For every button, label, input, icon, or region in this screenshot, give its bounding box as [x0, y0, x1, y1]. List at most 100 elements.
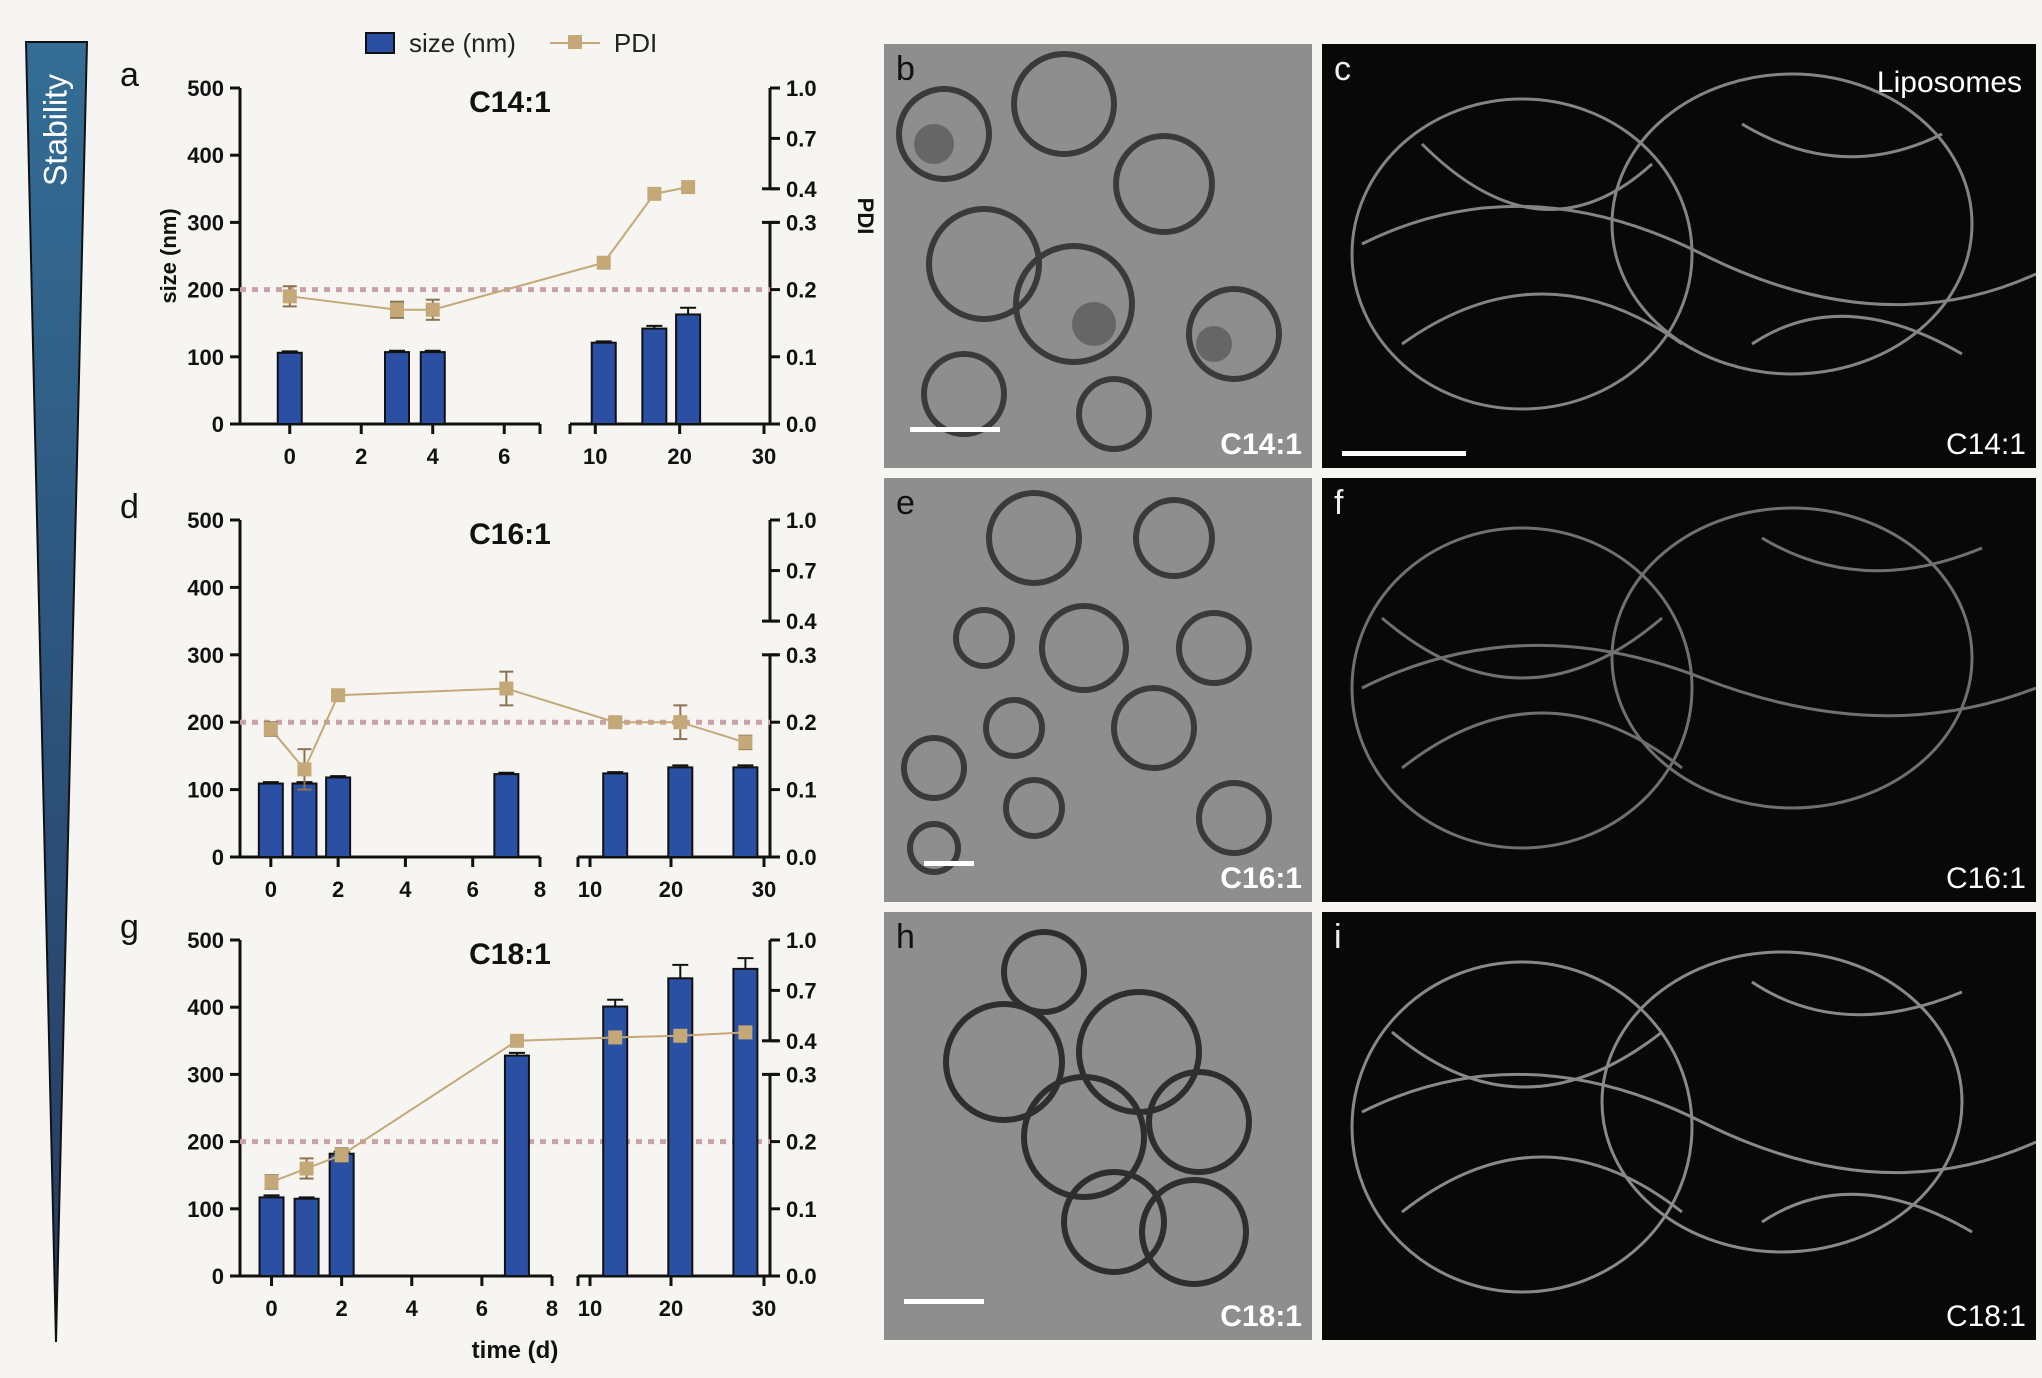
panel-letter: d: [120, 488, 139, 526]
fluorescence-image: [1350, 72, 2036, 411]
cryo-em-c18: h C18:1: [884, 912, 1312, 1340]
y-tick-label-right: 0.7: [786, 559, 817, 584]
size-bar: [641, 327, 668, 425]
y-axis-label-left: size (nm): [156, 208, 181, 303]
pdi-point: [738, 1025, 753, 1040]
y-tick-label-left: 0: [212, 412, 224, 437]
pdi-point: [673, 715, 688, 730]
pdi-point: [263, 721, 278, 736]
x-tick-label: 4: [427, 444, 440, 469]
panel-letter: i: [1334, 918, 1342, 956]
size-bar: [291, 782, 318, 858]
y-tick-label-right: 0.4: [786, 1029, 817, 1054]
x-tick-label: 0: [265, 877, 277, 902]
y-tick-label-right: 0.2: [786, 1130, 817, 1155]
x-tick-label: 8: [534, 877, 546, 902]
size-bar: [732, 766, 759, 858]
pdi-point: [282, 289, 297, 304]
x-tick-label: 30: [752, 444, 776, 469]
x-tick-label: 4: [406, 1296, 419, 1321]
cryo-em-c16: e C16:1: [884, 478, 1312, 902]
x-tick-label: 20: [659, 1296, 683, 1321]
legend-bar-swatch: [365, 32, 395, 54]
scale-bar: [910, 427, 1000, 432]
size-bar: [325, 776, 352, 859]
panel-letter: h: [896, 918, 915, 956]
x-tick-label: 2: [332, 877, 344, 902]
size-bar: [276, 351, 303, 426]
y-tick-label-left: 300: [187, 210, 224, 235]
size-bar: [293, 1197, 320, 1277]
panel-letter: a: [120, 56, 139, 94]
y-axis-label-right: PDI: [853, 198, 878, 235]
y-tick-label-right: 0.0: [786, 412, 817, 437]
scale-bar: [1342, 451, 1466, 456]
y-tick-label-right: 1.0: [786, 508, 817, 533]
y-tick-label-left: 300: [187, 643, 224, 668]
y-tick-label-left: 500: [187, 928, 224, 953]
y-tick-label-right: 0.7: [786, 978, 817, 1003]
y-tick-label-left: 300: [187, 1062, 224, 1087]
x-tick-label: 8: [546, 1296, 558, 1321]
x-tick-label: 10: [578, 1296, 602, 1321]
size-bar: [602, 772, 629, 859]
panel-letter: c: [1334, 50, 1351, 88]
cryo-em-c14: b C14:1: [884, 44, 1312, 468]
y-tick-label-right: 0.3: [786, 1062, 817, 1087]
size-bar: [667, 977, 694, 1278]
size-bar: [503, 1054, 530, 1277]
y-tick-label-left: 400: [187, 143, 224, 168]
fluorescence-image: [1350, 950, 2036, 1294]
y-tick-label-right: 0.0: [786, 845, 817, 870]
panel-tag: C14:1: [1220, 428, 1302, 461]
panel-tag: C18:1: [1220, 1300, 1302, 1333]
y-tick-label-right: 0.4: [786, 177, 817, 202]
legend-bar-label: size (nm): [409, 27, 516, 58]
panel-tag: C16:1: [1220, 862, 1302, 895]
pdi-point: [738, 735, 753, 750]
pdi-point: [425, 302, 440, 317]
panel-letter: g: [120, 908, 139, 946]
y-tick-label-right: 0.1: [786, 778, 817, 803]
size-bar: [732, 967, 759, 1277]
chart-title: C18:1: [469, 938, 551, 971]
y-tick-label-right: 0.2: [786, 710, 817, 735]
y-tick-label-right: 0.1: [786, 1197, 817, 1222]
size-bar: [602, 1005, 629, 1277]
fluorescence-image: [1350, 506, 2036, 850]
pdi-point: [681, 180, 696, 195]
legend-line-swatch: [549, 35, 600, 49]
y-tick-label-right: 0.1: [786, 345, 817, 370]
x-tick-label: 30: [752, 877, 776, 902]
x-tick-label: 20: [659, 877, 683, 902]
panel-tag: C18:1: [1945, 1300, 2026, 1333]
pdi-point: [331, 688, 346, 703]
x-tick-label: 6: [467, 877, 479, 902]
y-tick-label-right: 0.7: [786, 126, 817, 151]
y-tick-label-right: 0.4: [786, 609, 817, 634]
fluorescence-c18: i C18:1: [1322, 912, 2036, 1340]
chart-title: C14:1: [469, 86, 551, 119]
size-bar: [384, 351, 410, 426]
size-bar: [419, 351, 446, 426]
x-tick-label: 10: [583, 444, 607, 469]
pdi-point: [647, 186, 662, 201]
x-axis-label: time (d): [472, 1337, 559, 1364]
pdi-point: [673, 1028, 688, 1043]
pdi-point: [299, 1161, 314, 1176]
y-tick-label-left: 400: [187, 575, 224, 600]
y-tick-label-right: 0.2: [786, 278, 817, 303]
x-tick-label: 0: [265, 1296, 277, 1321]
y-tick-label-right: 0.3: [786, 210, 817, 235]
fluorescence-c16: f C16:1: [1322, 478, 2036, 902]
panel-tag: C16:1: [1945, 862, 2026, 895]
liposomes-label: Liposomes: [1876, 66, 2022, 99]
y-tick-label-right: 0.0: [786, 1264, 817, 1289]
x-tick-label: 2: [355, 444, 367, 469]
panel-tag: C14:1: [1945, 428, 2026, 461]
legend: size (nm) PDI: [365, 26, 657, 60]
y-tick-label-left: 0: [212, 1264, 224, 1289]
pdi-point: [596, 255, 611, 270]
size-bar: [258, 1196, 285, 1277]
y-tick-label-left: 500: [187, 508, 224, 533]
